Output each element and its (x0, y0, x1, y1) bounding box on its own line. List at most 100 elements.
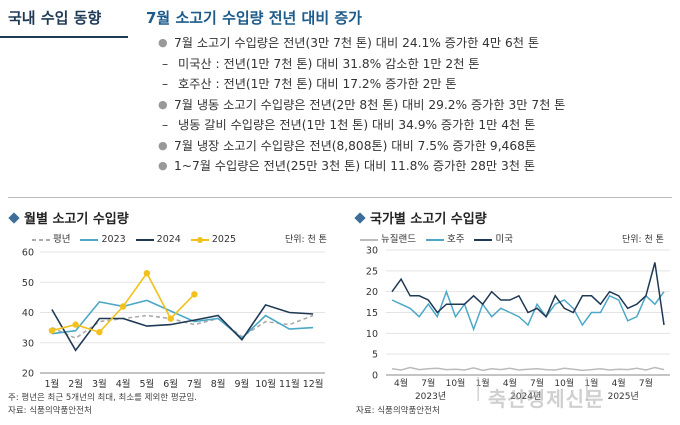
x-tick-label: 12월 (303, 378, 324, 390)
data-point (167, 315, 174, 322)
x-tick-label: 7월 (187, 378, 202, 390)
x-tick-label: 10월 (554, 377, 574, 389)
bullet-item: – 호주산 : 전년(1만 7천 톤) 대비 17.2% 증가한 2만 톤 (158, 74, 678, 95)
legend-swatch (360, 238, 378, 241)
legend-item: 평년 (32, 231, 70, 245)
series-line-2024 (51, 303, 314, 352)
y-tick-label: 20 (22, 369, 34, 380)
year-label: 2023년 (415, 391, 446, 402)
x-tick-label: 5월 (139, 378, 154, 390)
y-tick-label: 60 (22, 248, 34, 259)
section-underline (0, 36, 128, 38)
bullet-dot-icon: ● (158, 97, 168, 111)
bullet-item: – 냉동 갈비 수입량은 전년(1만 1천 톤) 대비 34.9% 증가한 1만 … (158, 115, 678, 136)
section-divider (8, 197, 672, 198)
data-point (143, 269, 151, 277)
data-point (96, 328, 103, 336)
bullet-text: 1~7월 수입량은 전년(25만 3천 톤) 대비 11.8% 증가한 28만 … (174, 159, 536, 173)
x-tick-label: 1월 (476, 377, 490, 389)
chart2-legend: 뉴질랜드 호주 미국 (360, 231, 523, 245)
x-tick-label: 6월 (163, 378, 178, 390)
bullet-dash-icon: – (162, 118, 169, 132)
legend-swatch (190, 236, 209, 243)
bullet-dot-icon: ● (158, 36, 168, 49)
x-tick-label: 9월 (234, 378, 249, 390)
bullet-dash-icon: – (162, 56, 169, 71)
legend-swatch (425, 238, 444, 241)
y-tick-label: 20 (366, 287, 378, 298)
chart1-legend: 평년 2023 2024 2025 (32, 231, 246, 245)
legend-swatch (80, 238, 99, 241)
legend-label: 2025 (211, 234, 237, 245)
data-point (72, 321, 79, 328)
x-tick-label: 2월 (68, 378, 83, 390)
legend-label: 뉴질랜드 (381, 234, 416, 245)
bullet-item: – 미국산 : 전년(1만 7천 톤) 대비 31.8% 감소한 1만 2천 톤 (158, 54, 678, 75)
x-tick-label: 1월 (44, 378, 59, 390)
y-tick-label: 5 (372, 350, 378, 361)
legend-item: 2023 (80, 234, 126, 245)
year-label: 2024년 (510, 391, 541, 402)
chart1-title-text: 월별 소고기 수입량 (24, 212, 129, 227)
bullet-item: ● 7월 냉동 소고기 수입량은 전년(2만 8천 톤) 대비 29.2% 증가한… (158, 95, 678, 116)
x-tick-label: 4월 (394, 377, 408, 389)
chart2-title: 국가별 소고기 수입량 (354, 208, 487, 227)
chart2-unit: 단위: 천 톤 (622, 235, 664, 245)
y-tick-label: 50 (22, 278, 34, 289)
bullet-text: 7월 냉장 소고기 수입량은 전년(8,808톤) 대비 7.5% 증가한 9,… (174, 138, 537, 153)
x-tick-label: 8월 (211, 378, 226, 390)
x-tick-label: 1월 (584, 377, 598, 389)
x-tick-label: 4월 (503, 377, 517, 389)
x-tick-label: 3월 (92, 378, 107, 390)
series-line-호주 (391, 289, 665, 332)
legend-label: 미국 (495, 234, 513, 245)
y-tick-label: 0 (372, 371, 378, 382)
bullet-text: 7월 소고기 수입량은 전년(3만 7천 톤) 대비 24.1% 증가한 4만 … (174, 36, 540, 50)
y-tick-label: 40 (22, 308, 34, 319)
diamond-icon (354, 212, 366, 224)
section-title: 국내 수입 동향 (8, 9, 102, 27)
series-line-미국 (391, 262, 665, 326)
legend-label: 2023 (101, 234, 126, 245)
bullet-dash-icon: – (162, 77, 169, 91)
legend-swatch (135, 238, 154, 241)
y-tick-label: 30 (22, 338, 34, 349)
chart1-unit: 단위: 천 톤 (285, 235, 327, 245)
watermark: 축산경제신문 (488, 387, 605, 411)
diamond-icon (8, 212, 20, 224)
legend-item: 호주 (425, 231, 464, 245)
data-point (119, 303, 127, 310)
legend-swatch (32, 238, 50, 241)
x-tick-label: 11월 (279, 378, 300, 390)
bullet-item: ● 7월 소고기 수입량은 전년(3만 7천 톤) 대비 24.1% 증가한 4만… (158, 33, 678, 54)
page-title: 7월 소고기 수입량 전년 대비 증가 (146, 9, 362, 27)
legend-item: 2025 (190, 234, 237, 245)
legend-label: 평년 (53, 234, 71, 245)
data-point (191, 291, 198, 298)
chart1-plot: 20 30 40 50 60 1월 2월 3월 4월 5월 6월 7월 8월 9월 10월 11월 12월 (22, 248, 325, 390)
year-label: 2025년 (608, 391, 639, 402)
bullet-dot-icon: ● (158, 159, 168, 172)
y-tick-label: 30 (366, 246, 378, 257)
x-tick-label: 7월 (639, 377, 653, 389)
bullet-text: 미국산 : 전년(1만 7천 톤) 대비 31.8% 감소한 1만 2천 톤 (178, 56, 480, 71)
bullet-text: 7월 냉동 소고기 수입량은 전년(2만 8천 톤) 대비 29.2% 증가한 … (174, 97, 566, 112)
x-tick-label: 4월 (116, 378, 131, 390)
series-line-뉴질랜드 (391, 366, 665, 372)
summary-bullets: ● 7월 소고기 수입량은 전년(3만 7천 톤) 대비 24.1% 증가한 4만… (158, 33, 678, 177)
x-tick-label: 7월 (530, 377, 544, 389)
chart1-source: 자료: 식품의약품안전처 (8, 406, 92, 416)
bullet-text: 호주산 : 전년(1만 7천 톤) 대비 17.2% 증가한 2만 톤 (178, 77, 457, 91)
chart1-note: 주: 평년은 최근 5개년의 최대, 최소를 제외한 평균임. (8, 393, 197, 403)
bullet-item: ● 1~7월 수입량은 전년(25만 3천 톤) 대비 11.8% 증가한 28만… (158, 156, 678, 177)
chart2-title-text: 국가별 소고기 수입량 (370, 212, 487, 227)
chart2-plot: 0 5 10 15 20 25 30 4월 7월 10월 1월 4월 7월 10월 1월 4월 7월 2023년 2… (366, 246, 670, 402)
data-point (48, 327, 56, 334)
y-tick-label: 25 (366, 266, 378, 277)
legend-label: 2024 (156, 234, 181, 245)
series-line-평년 (51, 314, 314, 340)
y-tick-label: 10 (366, 329, 378, 340)
y-tick-label: 15 (366, 308, 378, 319)
x-tick-label: 10월 (255, 378, 276, 390)
legend-item: 2024 (135, 234, 181, 245)
